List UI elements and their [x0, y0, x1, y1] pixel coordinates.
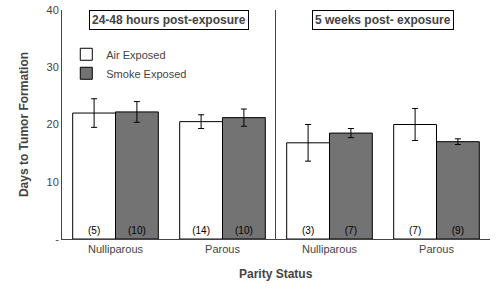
svg-text:(10): (10) — [235, 225, 253, 236]
svg-text:10: 10 — [47, 176, 59, 188]
svg-text:(10): (10) — [128, 225, 146, 236]
svg-text:-: - — [55, 233, 59, 245]
svg-text:Parous: Parous — [205, 243, 240, 255]
svg-text:Smoke Exposed: Smoke Exposed — [106, 68, 186, 80]
svg-text:(5): (5) — [88, 225, 100, 236]
svg-text:(14): (14) — [192, 225, 210, 236]
svg-text:Air Exposed: Air Exposed — [106, 49, 165, 61]
svg-text:Days to Tumor Formation: Days to Tumor Formation — [17, 52, 31, 197]
svg-text:40: 40 — [47, 4, 59, 16]
svg-text:24-48 hours post-exposure: 24-48 hours post-exposure — [92, 13, 246, 27]
svg-text:5 weeks post- exposure: 5 weeks post- exposure — [315, 13, 451, 27]
svg-text:Parity Status: Parity Status — [239, 267, 313, 281]
svg-text:(7): (7) — [409, 225, 421, 236]
svg-text:(9): (9) — [452, 225, 464, 236]
svg-text:Nulliparous: Nulliparous — [302, 243, 358, 255]
svg-text:Parous: Parous — [419, 243, 454, 255]
svg-text:30: 30 — [47, 61, 59, 73]
svg-text:(7): (7) — [345, 225, 357, 236]
svg-text:20: 20 — [47, 118, 59, 130]
svg-text:Nulliparous: Nulliparous — [88, 243, 144, 255]
svg-text:(3): (3) — [302, 225, 314, 236]
